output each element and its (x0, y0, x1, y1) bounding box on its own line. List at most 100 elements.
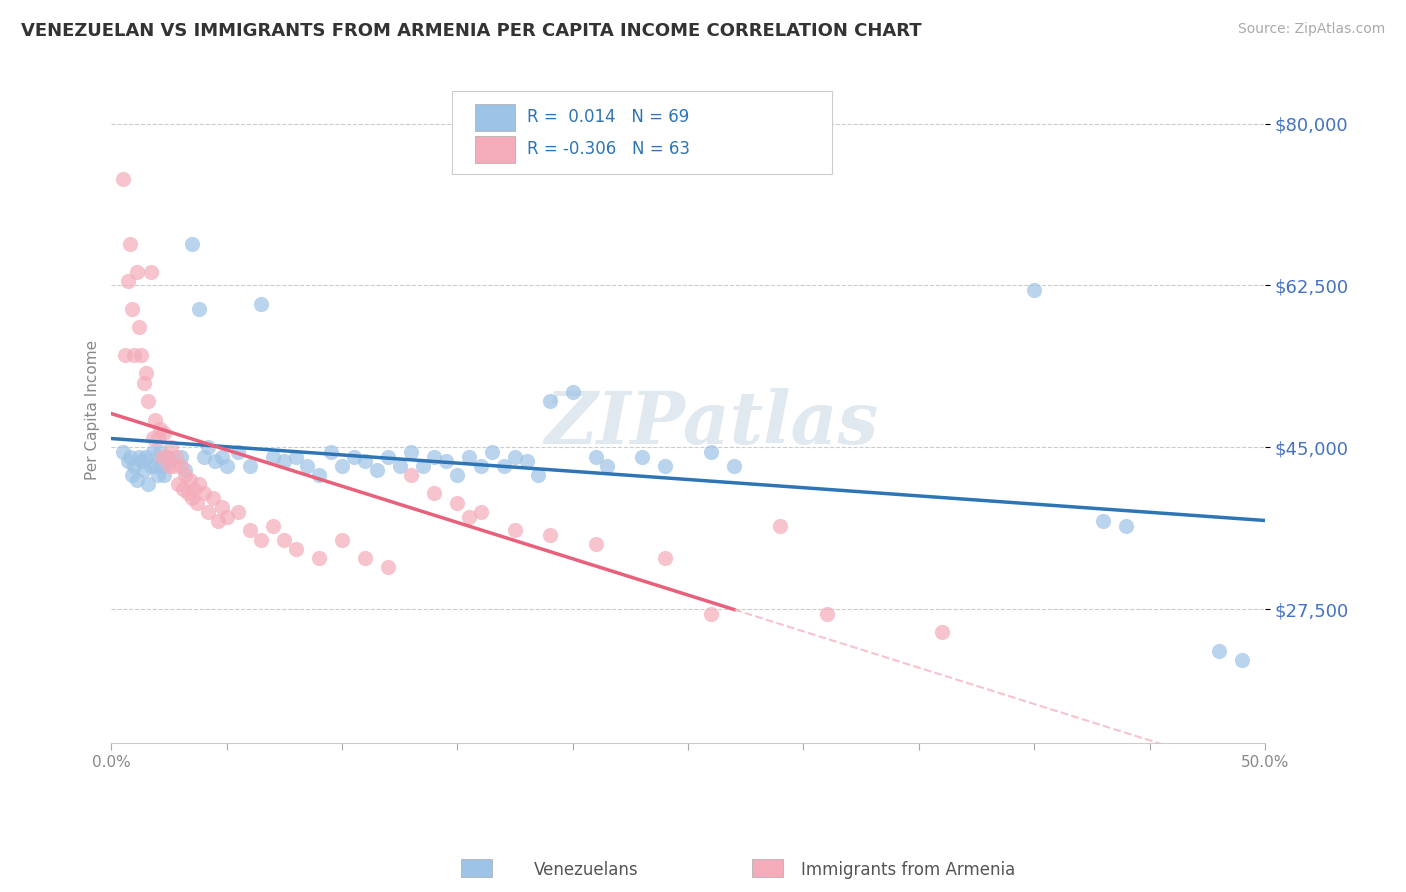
Bar (752, 859, 783, 877)
Point (193, 486, 215, 500)
Point (330, 458, 353, 473)
Point (125, 264, 148, 278)
Point (377, 450, 399, 464)
Point (179, 473, 201, 487)
Point (153, 426, 176, 441)
Point (124, 348, 146, 362)
Point (121, 301, 143, 316)
Point (250, 533, 273, 547)
Text: Source: ZipAtlas.com: Source: ZipAtlas.com (1237, 22, 1385, 37)
Point (503, 524, 526, 538)
Point (160, 440, 183, 454)
Point (654, 458, 676, 473)
Point (354, 551, 377, 566)
Point (156, 450, 179, 464)
Point (121, 468, 143, 483)
Point (156, 450, 179, 464)
Point (111, 445, 134, 459)
Point (146, 468, 169, 483)
Point (157, 458, 180, 473)
Point (585, 537, 607, 551)
Point (366, 463, 388, 477)
Point (250, 297, 273, 311)
Point (135, 450, 157, 464)
Text: R = -0.306   N = 63: R = -0.306 N = 63 (527, 140, 690, 159)
Point (527, 468, 550, 483)
Point (769, 519, 792, 533)
Point (183, 482, 205, 496)
Point (153, 468, 176, 483)
Point (458, 450, 481, 464)
Point (207, 514, 229, 528)
Point (215, 509, 238, 524)
Point (181, 236, 204, 251)
Point (143, 412, 166, 426)
Text: R =  0.014   N = 69: R = 0.014 N = 69 (527, 109, 689, 127)
Text: ZIPatlas: ZIPatlas (544, 388, 879, 459)
Point (157, 454, 180, 468)
Point (470, 458, 492, 473)
Point (330, 533, 353, 547)
Point (1115, 519, 1137, 533)
Point (585, 450, 607, 464)
Bar (475, 136, 515, 162)
Point (631, 450, 654, 464)
Point (150, 450, 173, 464)
Point (186, 496, 208, 510)
Bar (475, 104, 515, 131)
Point (1230, 653, 1253, 667)
Point (149, 422, 172, 436)
Point (262, 519, 284, 533)
Point (308, 468, 330, 483)
Point (174, 468, 197, 483)
Point (169, 450, 191, 464)
Point (132, 463, 155, 477)
Point (142, 445, 165, 459)
Point (215, 458, 238, 473)
Point (118, 236, 141, 251)
Point (446, 496, 468, 510)
Point (163, 458, 186, 473)
Point (197, 505, 219, 519)
Point (1208, 643, 1230, 657)
Point (319, 445, 342, 459)
Point (117, 274, 139, 288)
Point (423, 486, 446, 500)
Point (297, 458, 319, 473)
Point (139, 458, 162, 473)
Point (284, 541, 307, 556)
Point (201, 491, 224, 505)
Bar (461, 859, 492, 877)
Point (211, 450, 233, 464)
Point (446, 468, 468, 483)
Point (354, 454, 377, 468)
Point (273, 454, 295, 468)
Point (132, 376, 155, 390)
Point (239, 524, 262, 538)
Point (388, 458, 411, 473)
Point (1092, 514, 1115, 528)
Point (700, 607, 723, 621)
Point (172, 482, 194, 496)
Point (239, 458, 262, 473)
Point (136, 477, 159, 491)
Point (723, 458, 745, 473)
Point (401, 468, 423, 483)
Point (538, 528, 561, 542)
Point (561, 384, 583, 399)
Point (111, 172, 134, 186)
Point (516, 454, 538, 468)
Point (470, 505, 492, 519)
Point (149, 445, 172, 459)
Point (538, 394, 561, 409)
Point (131, 454, 153, 468)
Point (143, 458, 166, 473)
Point (596, 458, 619, 473)
Point (128, 320, 150, 334)
Point (815, 607, 838, 621)
Text: Immigrants from Armenia: Immigrants from Armenia (801, 861, 1015, 879)
Point (125, 473, 148, 487)
Point (211, 500, 233, 515)
Point (150, 458, 173, 473)
Point (1024, 283, 1046, 297)
